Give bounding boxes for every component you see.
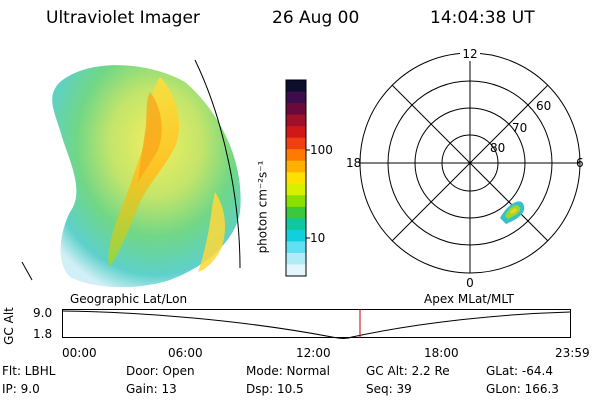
- colorbar-segment: [286, 252, 306, 265]
- timeline-ytick-top: 9.0: [33, 306, 53, 320]
- colorbar-segment: [286, 103, 306, 116]
- colorbar-segment: [286, 264, 306, 277]
- mlt-label-left: 18: [346, 156, 361, 170]
- timeline-plot: [61, 309, 571, 339]
- colorbar-tick-100: 100: [310, 143, 333, 157]
- right-panel-label: Apex MLat/MLT: [424, 292, 514, 306]
- colorbar-segment: [286, 172, 306, 185]
- lat-label-60: 60: [536, 99, 551, 113]
- timeline-frame: [62, 309, 571, 338]
- footer-glon: GLon: 166.3: [486, 382, 559, 396]
- footer-door: Door: Open: [126, 364, 195, 378]
- colorbar-segment: [286, 114, 306, 127]
- colorbar-segment: [286, 241, 306, 254]
- footer-ip: IP: 9.0: [2, 382, 40, 396]
- colorbar-tick-10: 10: [310, 231, 326, 245]
- colorbar-segment: [286, 195, 306, 208]
- xtick-0600: 06:00: [168, 346, 203, 360]
- lat-label-70: 70: [512, 121, 527, 135]
- colorbar-segment: [286, 126, 306, 139]
- lat-label-80: 80: [490, 141, 505, 155]
- colorbar-segment: [286, 160, 306, 173]
- colorbar-label: photon cm⁻²s⁻¹: [255, 160, 270, 254]
- colorbar-segment: [286, 218, 306, 231]
- meridian-diag-2: [391, 84, 549, 242]
- mlt-label-bottom: 0: [466, 276, 474, 290]
- colorbar-frame: [285, 79, 307, 277]
- mlt-label-bg-top: [460, 47, 480, 61]
- limb-line: [21, 261, 33, 281]
- colorbar: [285, 79, 310, 277]
- colorbar-segment: [286, 183, 306, 196]
- auroral-edge-band: [198, 192, 226, 272]
- auroral-core: [138, 92, 162, 182]
- left-panel-label: Geographic Lat/Lon: [70, 292, 188, 306]
- footer-dsp: Dsp: 10.5: [246, 382, 304, 396]
- instrument-title: Ultraviolet Imager: [46, 8, 200, 28]
- footer-glat: GLat: -64.4: [486, 364, 553, 378]
- colorbar-segment: [286, 229, 306, 242]
- colorbar-segment: [286, 80, 306, 93]
- colorbar-segment: [286, 149, 306, 162]
- geographic-image: [21, 59, 241, 288]
- footer-gc-alt: GC Alt: 2.2 Re: [366, 364, 450, 378]
- footer-seq: Seq: 39: [366, 382, 412, 396]
- date-label: 26 Aug 00: [272, 8, 360, 28]
- timeline-ytick-bottom: 1.8: [33, 327, 53, 341]
- colorbar-segment: [286, 91, 306, 104]
- footer-flt: Flt: LBHL: [2, 364, 56, 378]
- polar-plot: 12 18 6 0 60 70 80: [346, 47, 584, 290]
- colorbar-segment: [286, 137, 306, 150]
- xtick-1200: 12:00: [296, 346, 331, 360]
- aurora-blob: [500, 201, 525, 224]
- altitude-curve: [61, 310, 571, 339]
- mlt-label-right: 6: [576, 156, 584, 170]
- colorbar-segment: [286, 206, 306, 219]
- footer-gain: Gain: 13: [126, 382, 177, 396]
- timeline-ylabel: GC Alt: [1, 307, 16, 345]
- footer-mode: Mode: Normal: [246, 364, 330, 378]
- xtick-0000: 00:00: [62, 346, 97, 360]
- xtick-1800: 18:00: [424, 346, 459, 360]
- terminator-line: [194, 59, 241, 269]
- mlt-label-top: 12: [462, 47, 477, 61]
- xtick-2359: 23:59: [555, 346, 590, 360]
- time-label: 14:04:38 UT: [430, 8, 535, 28]
